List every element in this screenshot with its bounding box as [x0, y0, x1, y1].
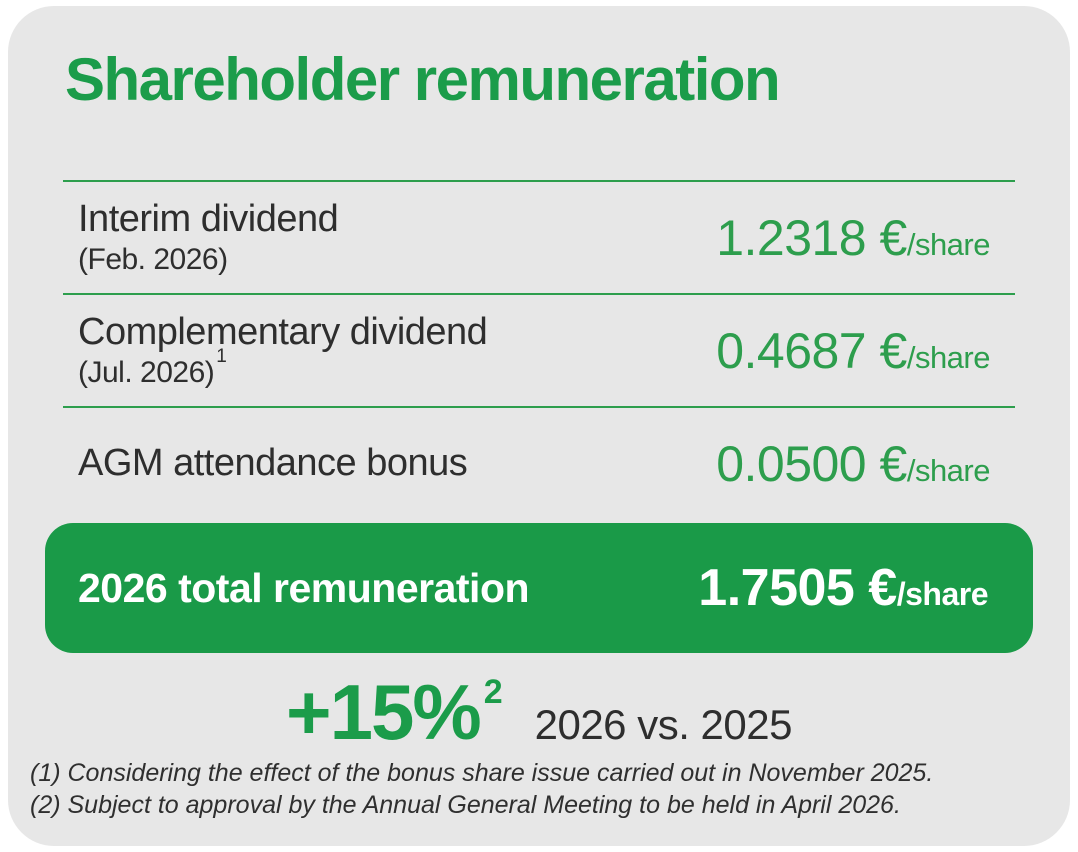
footnote-marker-1: 1: [216, 346, 227, 368]
row-label-sub: (Feb. 2026): [78, 243, 228, 277]
footnotes: (1) Considering the effect of the bonus …: [30, 757, 1070, 821]
value-number: 0.4687 €: [716, 322, 907, 379]
row-value: 0.0500 €/share: [716, 435, 990, 493]
total-label: 2026 total remuneration: [78, 564, 530, 611]
total-value-unit: /share: [896, 576, 989, 612]
value-number: 0.0500 €: [716, 435, 907, 492]
growth-percent: +15% 2: [286, 673, 503, 751]
value-unit: /share: [906, 339, 991, 375]
total-value-number: 1.7505 €: [698, 559, 897, 617]
row-label-sub: (Jul. 2026) 1: [78, 346, 487, 390]
remuneration-card: Shareholder remuneration Interim dividen…: [8, 6, 1070, 846]
row-sublabel-text: (Jul. 2026): [78, 356, 215, 390]
row-label-main: Complementary dividend: [78, 311, 488, 354]
row-value: 1.2318 €/share: [716, 209, 990, 267]
value-number: 1.2318 €: [716, 209, 907, 266]
total-value: 1.7505 €/share: [698, 558, 988, 618]
row-label-main: Interim dividend: [78, 198, 339, 241]
table-row-agm-bonus: AGM attendance bonus 0.0500 €/share: [63, 406, 1015, 519]
row-label: AGM attendance bonus: [78, 441, 468, 486]
value-unit: /share: [906, 226, 991, 262]
growth-percent-text: +15%: [286, 668, 482, 756]
page-title: Shareholder remuneration: [65, 46, 781, 113]
row-label: Complementary dividend (Jul. 2026) 1: [78, 310, 488, 390]
table-row-complementary-dividend: Complementary dividend (Jul. 2026) 1 0.46…: [63, 293, 1015, 406]
row-label-main: AGM attendance bonus: [78, 442, 468, 485]
remuneration-table: Interim dividend (Feb. 2026) 1.2318 €/sh…: [63, 180, 1015, 519]
footnote-marker-2: 2: [483, 673, 503, 711]
total-remuneration-bar: 2026 total remuneration 1.7505 €/share: [45, 523, 1033, 653]
row-value: 0.4687 €/share: [716, 322, 990, 380]
value-unit: /share: [906, 452, 991, 488]
footnote-2: (2) Subject to approval by the Annual Ge…: [30, 791, 901, 819]
row-label: Interim dividend (Feb. 2026): [78, 197, 339, 277]
table-row-interim-dividend: Interim dividend (Feb. 2026) 1.2318 €/sh…: [63, 180, 1015, 293]
footnote-1: (1) Considering the effect of the bonus …: [30, 759, 934, 787]
growth-comparison: 2026 vs. 2025: [534, 701, 793, 748]
growth-highlight: +15% 2 2026 vs. 2025: [8, 673, 1070, 751]
